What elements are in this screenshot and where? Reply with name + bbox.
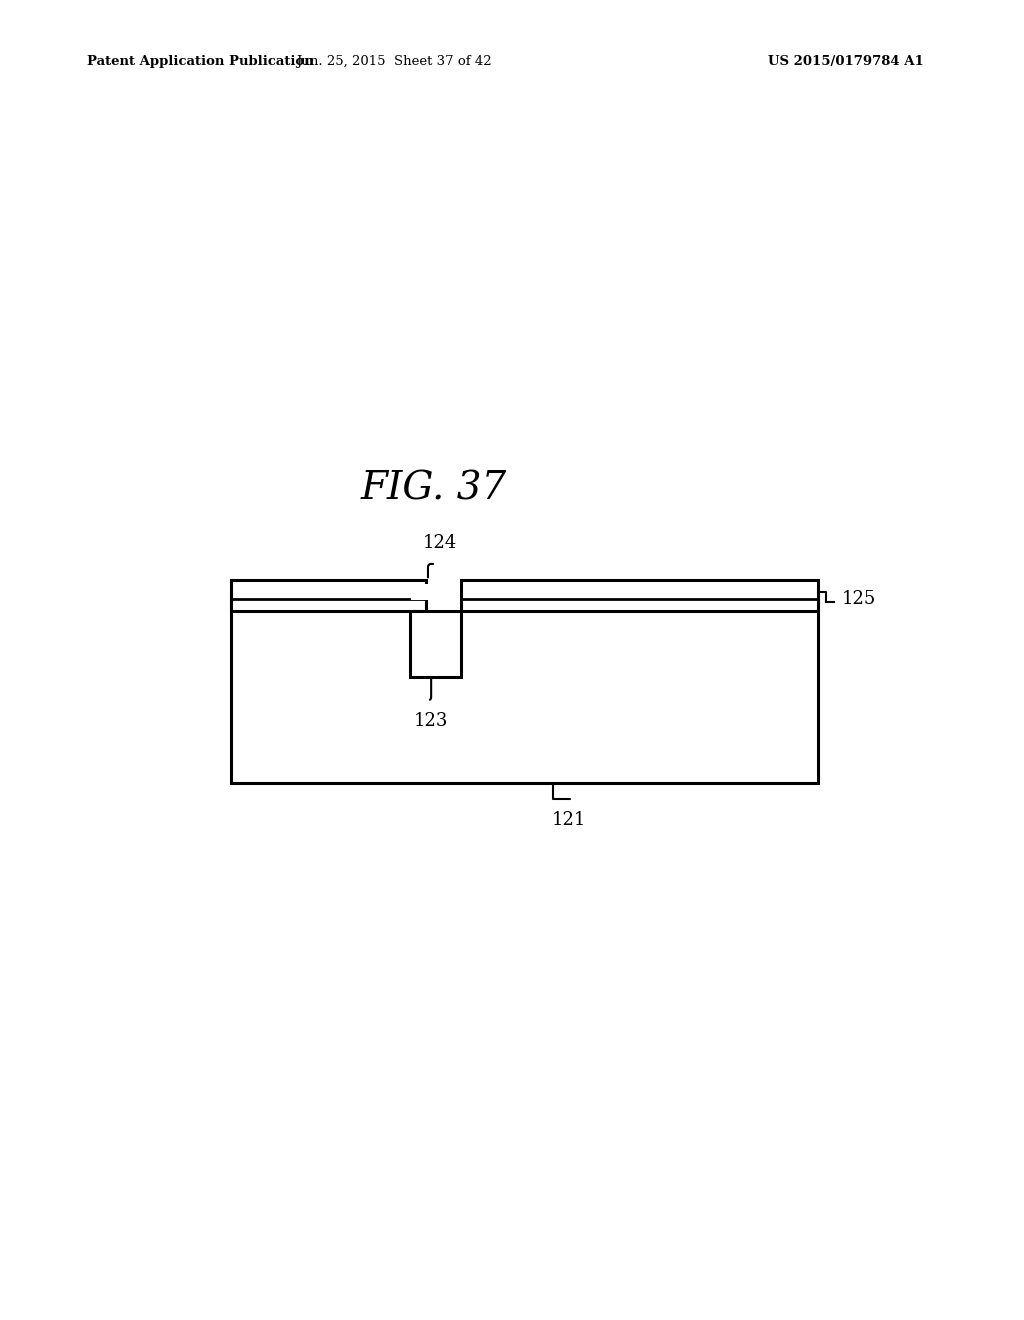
Text: Patent Application Publication: Patent Application Publication: [87, 55, 313, 69]
Text: US 2015/0179784 A1: US 2015/0179784 A1: [768, 55, 924, 69]
Bar: [231, 581, 426, 611]
Bar: [410, 611, 461, 677]
Text: 124: 124: [423, 533, 457, 552]
Bar: [412, 583, 460, 599]
Bar: [461, 581, 818, 611]
Text: 123: 123: [414, 713, 449, 730]
Bar: [231, 595, 818, 784]
Text: Jun. 25, 2015  Sheet 37 of 42: Jun. 25, 2015 Sheet 37 of 42: [296, 55, 493, 69]
Text: 121: 121: [551, 810, 586, 829]
Text: 125: 125: [842, 590, 877, 607]
Text: FIG. 37: FIG. 37: [360, 470, 507, 507]
